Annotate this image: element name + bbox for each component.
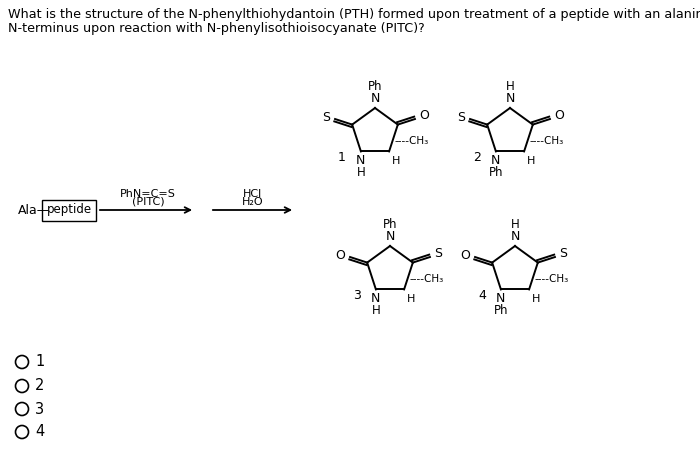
Circle shape bbox=[15, 379, 29, 393]
Text: O: O bbox=[460, 249, 470, 261]
Text: H: H bbox=[372, 304, 380, 317]
Text: Ala—: Ala— bbox=[18, 203, 50, 217]
Text: 4: 4 bbox=[478, 289, 486, 302]
Text: What is the structure of the N-phenylthiohydantoin (PTH) formed upon treatment o: What is the structure of the N-phenylthi… bbox=[8, 8, 700, 21]
Circle shape bbox=[15, 402, 29, 415]
Text: Ph: Ph bbox=[368, 80, 382, 93]
Text: H: H bbox=[407, 294, 416, 304]
Text: Ph: Ph bbox=[383, 218, 398, 231]
Text: N: N bbox=[370, 92, 379, 105]
Text: N: N bbox=[385, 230, 395, 243]
Text: ----CH₃: ----CH₃ bbox=[394, 136, 428, 146]
Text: O: O bbox=[419, 109, 429, 122]
Text: Ph: Ph bbox=[489, 166, 503, 179]
Text: N: N bbox=[505, 92, 514, 105]
Text: H: H bbox=[527, 157, 536, 166]
Text: ----CH₃: ----CH₃ bbox=[529, 136, 564, 146]
Text: HCl: HCl bbox=[244, 189, 262, 199]
Text: S: S bbox=[434, 247, 442, 260]
Text: N: N bbox=[356, 154, 365, 167]
Text: S: S bbox=[322, 110, 330, 123]
Text: 1: 1 bbox=[338, 151, 346, 164]
Text: 2: 2 bbox=[473, 151, 481, 164]
Circle shape bbox=[15, 426, 29, 438]
Text: PhN=C=S: PhN=C=S bbox=[120, 189, 176, 199]
Text: H: H bbox=[505, 80, 514, 93]
Text: N-terminus upon reaction with N-phenylisothioisocyanate (PITC)?: N-terminus upon reaction with N-phenylis… bbox=[8, 22, 425, 35]
Text: N: N bbox=[510, 230, 519, 243]
Text: ----CH₃: ----CH₃ bbox=[534, 274, 568, 285]
Text: 3: 3 bbox=[353, 289, 361, 302]
Text: H: H bbox=[392, 157, 400, 166]
Text: H: H bbox=[356, 166, 365, 179]
Text: O: O bbox=[335, 249, 345, 261]
Text: O: O bbox=[554, 109, 564, 122]
Text: H₂O: H₂O bbox=[242, 197, 264, 207]
Text: ----CH₃: ----CH₃ bbox=[409, 274, 443, 285]
Text: H: H bbox=[510, 218, 519, 231]
Text: 4: 4 bbox=[35, 425, 44, 439]
Text: N: N bbox=[491, 154, 500, 167]
Text: S: S bbox=[457, 110, 465, 123]
Text: peptide: peptide bbox=[46, 203, 92, 217]
Text: (PITC): (PITC) bbox=[132, 197, 164, 207]
Text: H: H bbox=[532, 294, 540, 304]
Text: 2: 2 bbox=[35, 378, 44, 394]
Text: N: N bbox=[371, 292, 381, 305]
Text: 3: 3 bbox=[35, 401, 44, 417]
Text: 1: 1 bbox=[35, 354, 44, 370]
Text: N: N bbox=[496, 292, 505, 305]
Circle shape bbox=[15, 355, 29, 369]
Text: S: S bbox=[559, 247, 567, 260]
FancyBboxPatch shape bbox=[42, 200, 96, 221]
Text: Ph: Ph bbox=[494, 304, 508, 317]
